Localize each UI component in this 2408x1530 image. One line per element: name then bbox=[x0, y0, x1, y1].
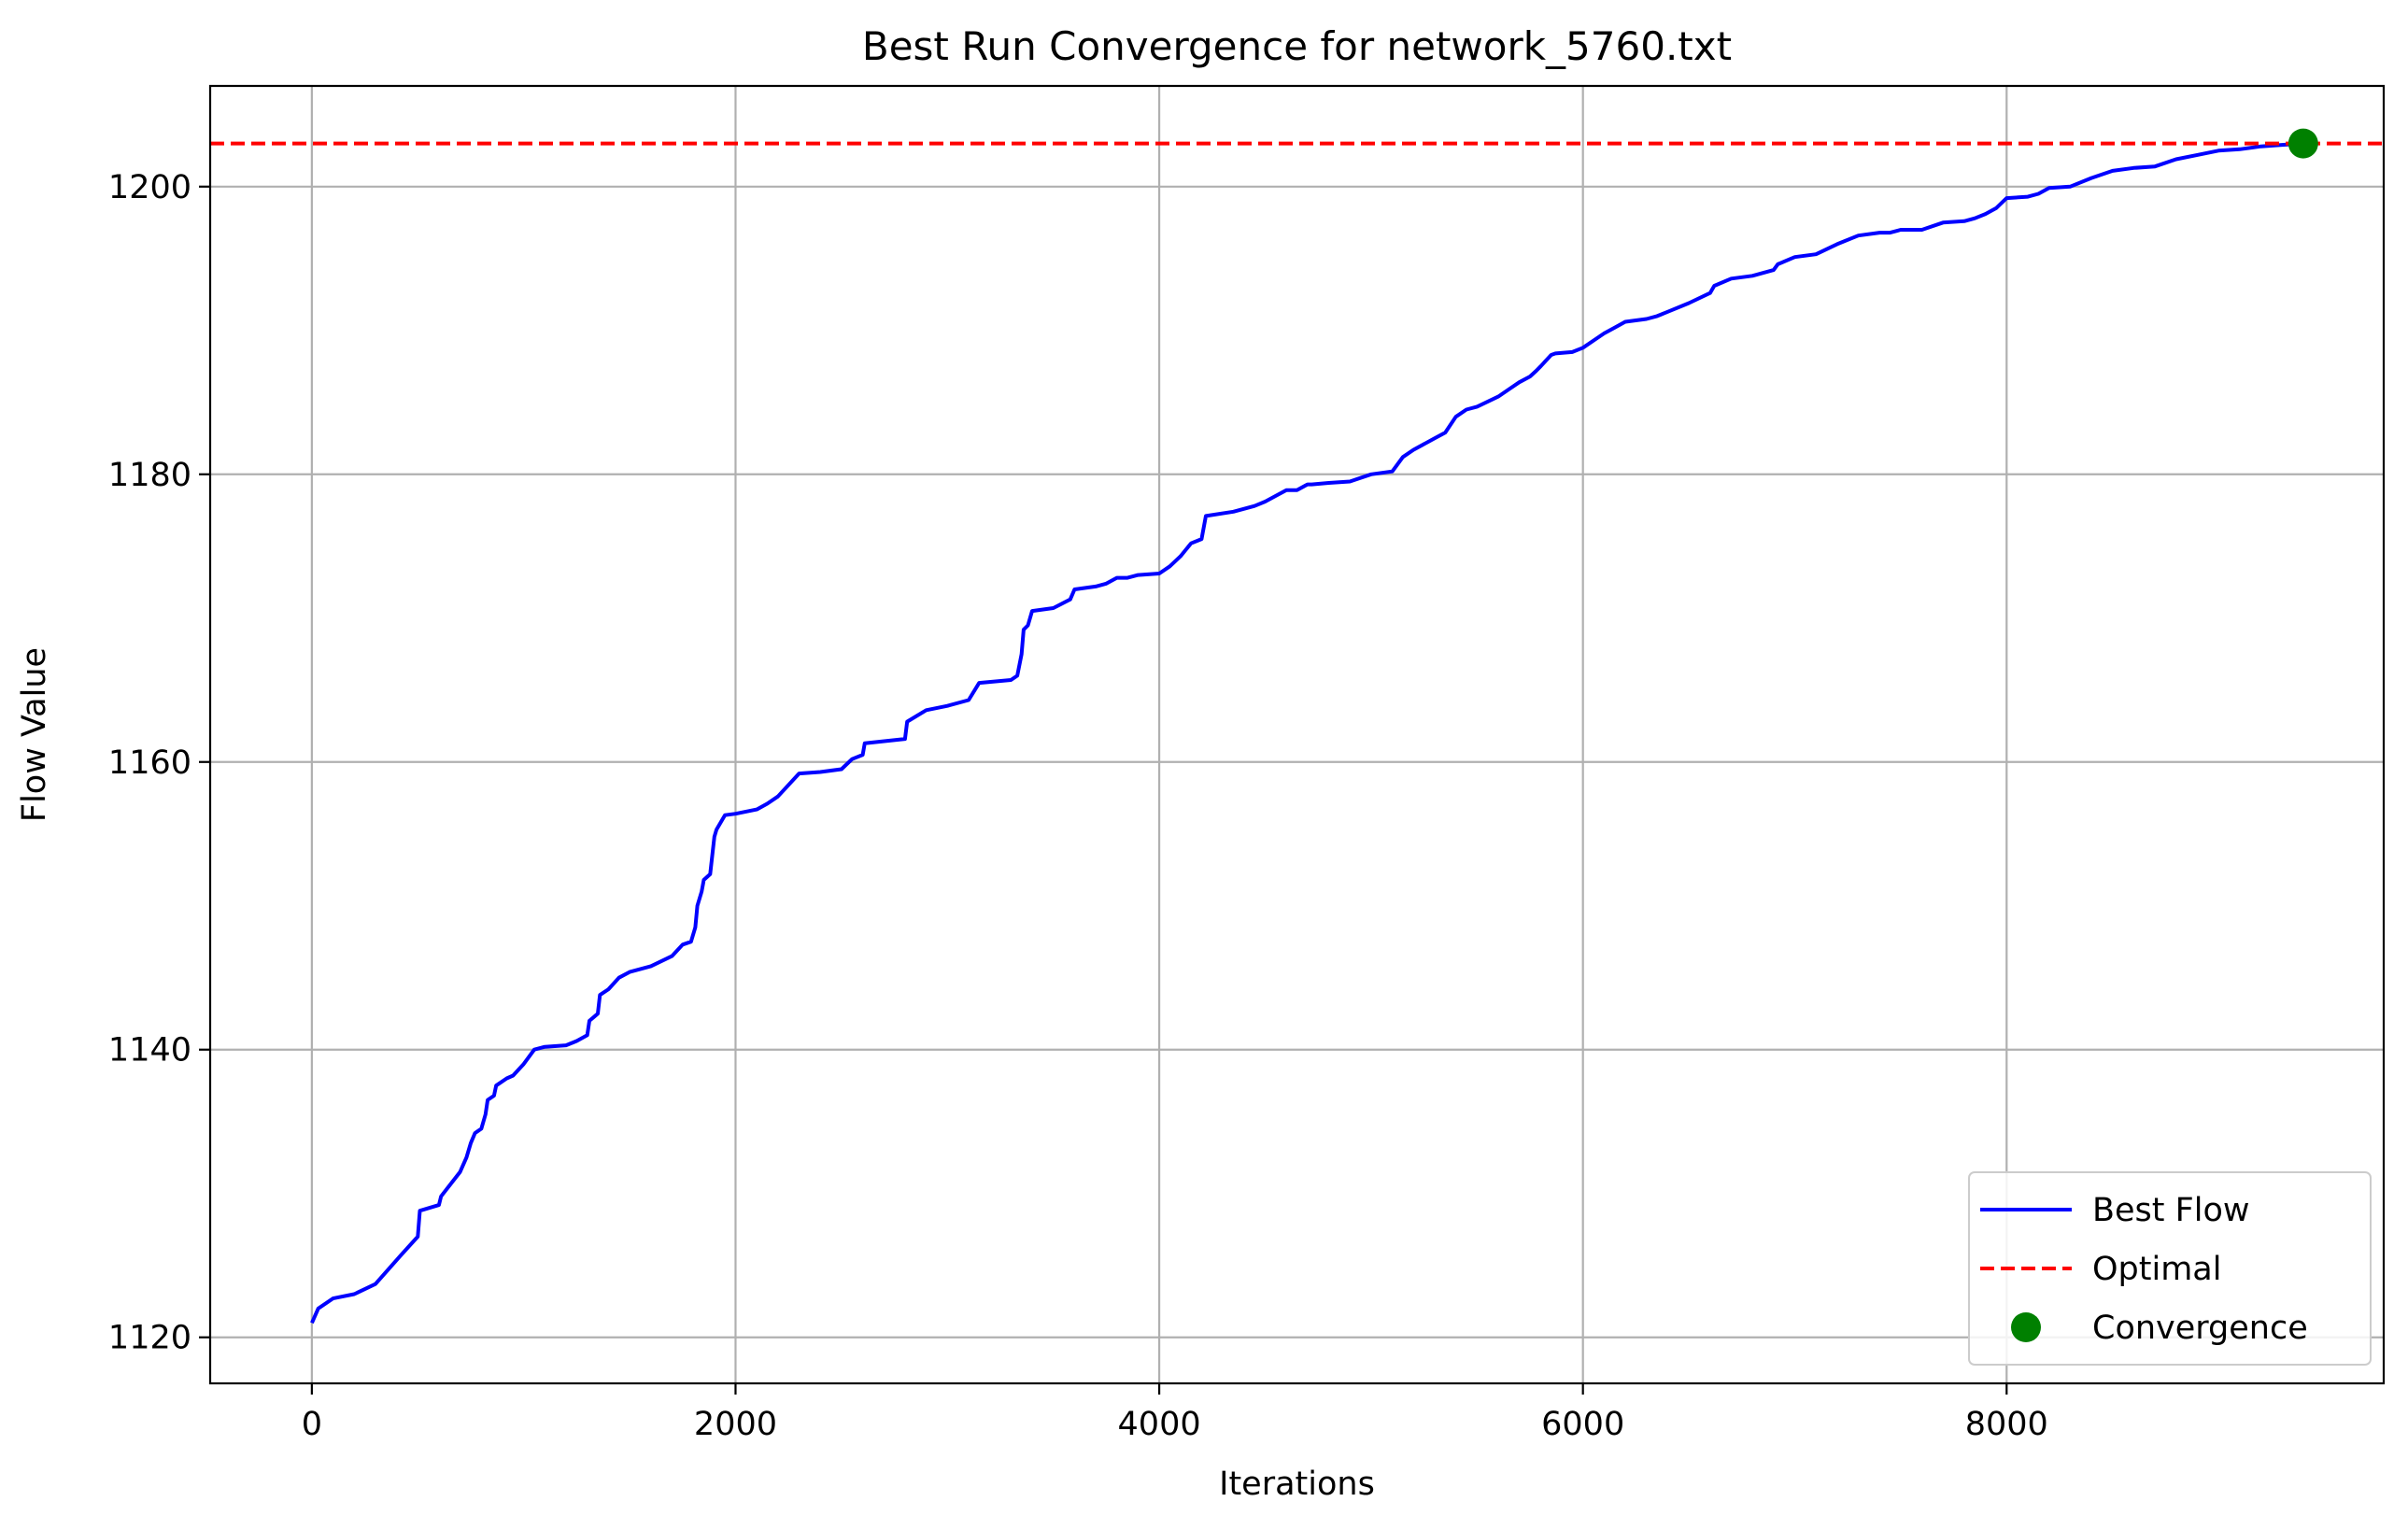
chart-title: Best Run Convergence for network_5760.tx… bbox=[862, 23, 1732, 69]
legend-label-optimal: Optimal bbox=[2092, 1251, 2221, 1288]
axis-ticks: 0 2000 4000 6000 8000 1120 1140 1160 1180 1200 bbox=[108, 169, 2048, 1443]
grid-lines bbox=[210, 86, 2384, 1383]
x-tick-label: 2000 bbox=[694, 1406, 777, 1443]
convergence-point bbox=[2288, 128, 2318, 159]
legend-label-convergence: Convergence bbox=[2092, 1310, 2308, 1347]
series-lines bbox=[210, 128, 2384, 1325]
x-tick-label: 0 bbox=[302, 1406, 322, 1443]
y-tick-label: 1180 bbox=[108, 457, 191, 494]
legend-box bbox=[1968, 1171, 2372, 1366]
x-axis-label: Iterations bbox=[1219, 1466, 1375, 1503]
y-tick-label: 1140 bbox=[108, 1032, 191, 1070]
plot-area-frame bbox=[208, 84, 2386, 1385]
y-tick-label: 1200 bbox=[108, 169, 191, 206]
x-tick-label: 6000 bbox=[1541, 1406, 1624, 1443]
legend-label-best-flow: Best Flow bbox=[2092, 1192, 2250, 1229]
y-axis-label: Flow Value bbox=[16, 647, 53, 822]
y-tick-label: 1120 bbox=[108, 1320, 191, 1357]
best-flow-line bbox=[310, 141, 2303, 1325]
x-tick-label: 8000 bbox=[1965, 1406, 2048, 1443]
legend-swatch-convergence bbox=[2011, 1312, 2041, 1342]
legend: Best Flow Optimal Convergence bbox=[1968, 1171, 2372, 1366]
x-tick-label: 4000 bbox=[1118, 1406, 1201, 1443]
y-tick-label: 1160 bbox=[108, 744, 191, 782]
